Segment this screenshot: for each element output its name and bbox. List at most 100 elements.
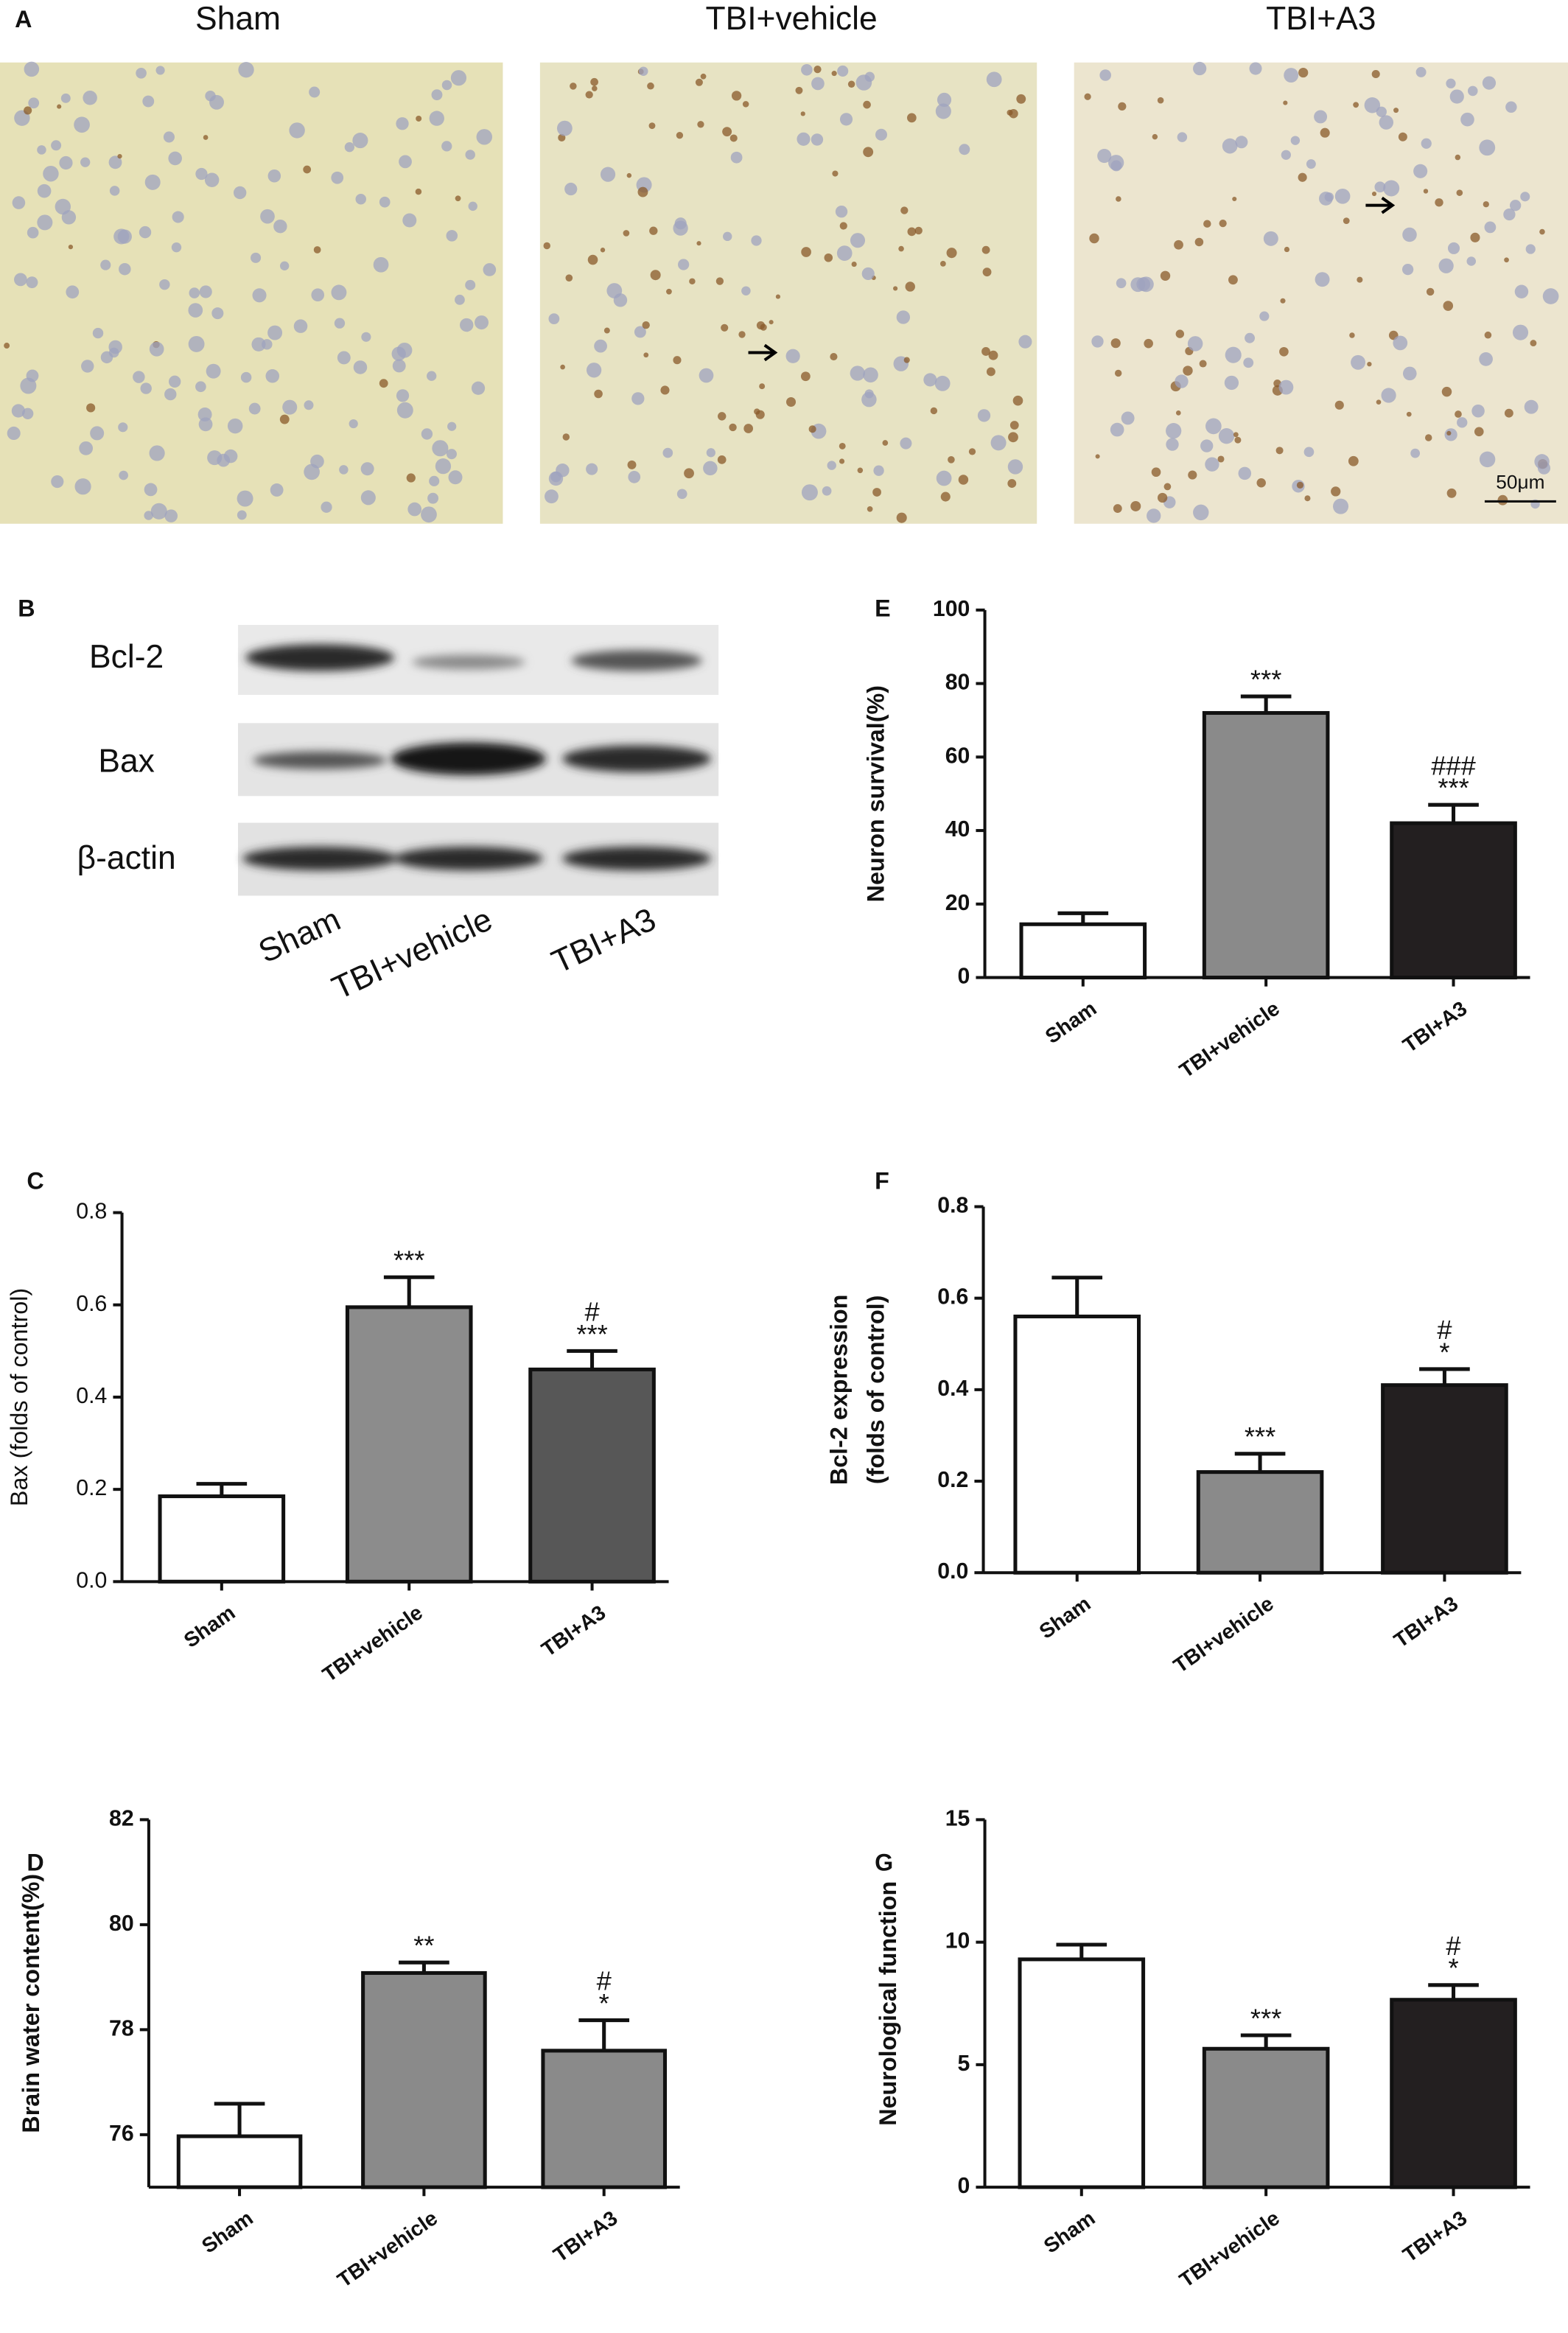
cell <box>206 363 221 379</box>
cell <box>303 165 312 174</box>
bar <box>1202 2046 1330 2189</box>
cell <box>637 186 648 197</box>
cell <box>270 483 284 497</box>
cell <box>1539 228 1545 235</box>
cell <box>455 294 465 305</box>
cell <box>1012 395 1023 406</box>
cell <box>585 91 593 99</box>
arrow <box>1365 196 1396 214</box>
y-axis-label: Brain water content(%) <box>18 1874 44 2133</box>
y-tick-label: 0.0 <box>937 1559 968 1584</box>
cell <box>1205 457 1219 472</box>
cell <box>465 279 476 290</box>
cell <box>982 267 992 277</box>
cell <box>1482 76 1497 90</box>
cell <box>28 97 40 109</box>
cell <box>1281 150 1291 160</box>
y-tick-label: 100 <box>933 597 970 621</box>
cell <box>379 196 391 208</box>
cell <box>1110 422 1124 437</box>
cell <box>360 462 374 476</box>
cell <box>1332 498 1349 514</box>
cell <box>68 245 74 250</box>
cell <box>197 408 212 422</box>
bar <box>1013 1315 1141 1575</box>
cell <box>159 279 170 290</box>
cell <box>429 111 444 126</box>
cell <box>1466 256 1477 266</box>
cell <box>864 71 875 82</box>
cell <box>760 323 767 331</box>
y-tick-label: 80 <box>109 1911 134 1936</box>
cell <box>863 147 874 158</box>
y-tick-label: 15 <box>945 1806 970 1830</box>
cell <box>37 145 46 155</box>
cell <box>700 73 707 80</box>
cell <box>1455 154 1461 161</box>
cell <box>751 235 762 246</box>
y-axis-label: Neurological function <box>875 1881 901 2126</box>
cell <box>741 286 751 295</box>
bar <box>1381 1383 1508 1575</box>
cell <box>1284 68 1299 83</box>
cell <box>396 342 413 358</box>
bar <box>1196 1470 1324 1575</box>
cell <box>863 367 878 383</box>
cell <box>304 400 314 410</box>
cell <box>164 388 177 401</box>
cell <box>1234 436 1242 444</box>
cell <box>1084 93 1091 100</box>
panel-letter: E <box>875 595 891 621</box>
cell <box>867 506 873 512</box>
cell <box>289 122 305 139</box>
cell <box>1334 188 1351 204</box>
bar <box>361 1970 487 2189</box>
cell <box>1225 346 1242 363</box>
cell <box>1099 69 1111 81</box>
cell <box>1284 246 1290 253</box>
cell <box>689 278 696 285</box>
cell <box>723 231 732 242</box>
cell <box>1379 115 1394 130</box>
cell <box>483 263 497 276</box>
bar <box>1019 922 1147 980</box>
cell <box>1218 428 1235 444</box>
cell <box>1423 189 1429 194</box>
cell <box>1194 237 1204 247</box>
cell <box>649 226 658 235</box>
cell <box>1256 478 1266 488</box>
arrow <box>748 343 778 362</box>
cell <box>556 464 570 478</box>
cell <box>14 273 27 287</box>
cell <box>948 456 955 464</box>
y-tick-label: 0.8 <box>76 1200 107 1224</box>
cell <box>24 61 40 77</box>
cell <box>1314 110 1328 124</box>
cell <box>1249 62 1262 75</box>
cell <box>562 433 570 441</box>
cell <box>37 183 52 198</box>
significance-label: # <box>597 1966 612 1996</box>
cell <box>907 227 917 237</box>
y-tick-label: 82 <box>109 1806 134 1830</box>
significance-label: # <box>1437 1315 1452 1345</box>
cell <box>450 70 467 86</box>
bar <box>528 1367 656 1584</box>
cell <box>1110 338 1121 349</box>
cell <box>92 327 104 339</box>
cell <box>676 489 687 500</box>
cell <box>1343 217 1350 225</box>
cell <box>142 95 155 108</box>
cell <box>1259 311 1270 321</box>
cell <box>1298 172 1307 182</box>
cell <box>981 245 990 254</box>
significance-label: *** <box>1250 664 1281 694</box>
significance-label: *** <box>1250 2003 1281 2033</box>
significance-label: # <box>584 1296 600 1326</box>
cell <box>252 288 267 303</box>
scale-bar-label: 50μm <box>1496 471 1544 493</box>
cell <box>353 360 368 374</box>
cell <box>313 246 321 253</box>
cell <box>986 71 1002 88</box>
